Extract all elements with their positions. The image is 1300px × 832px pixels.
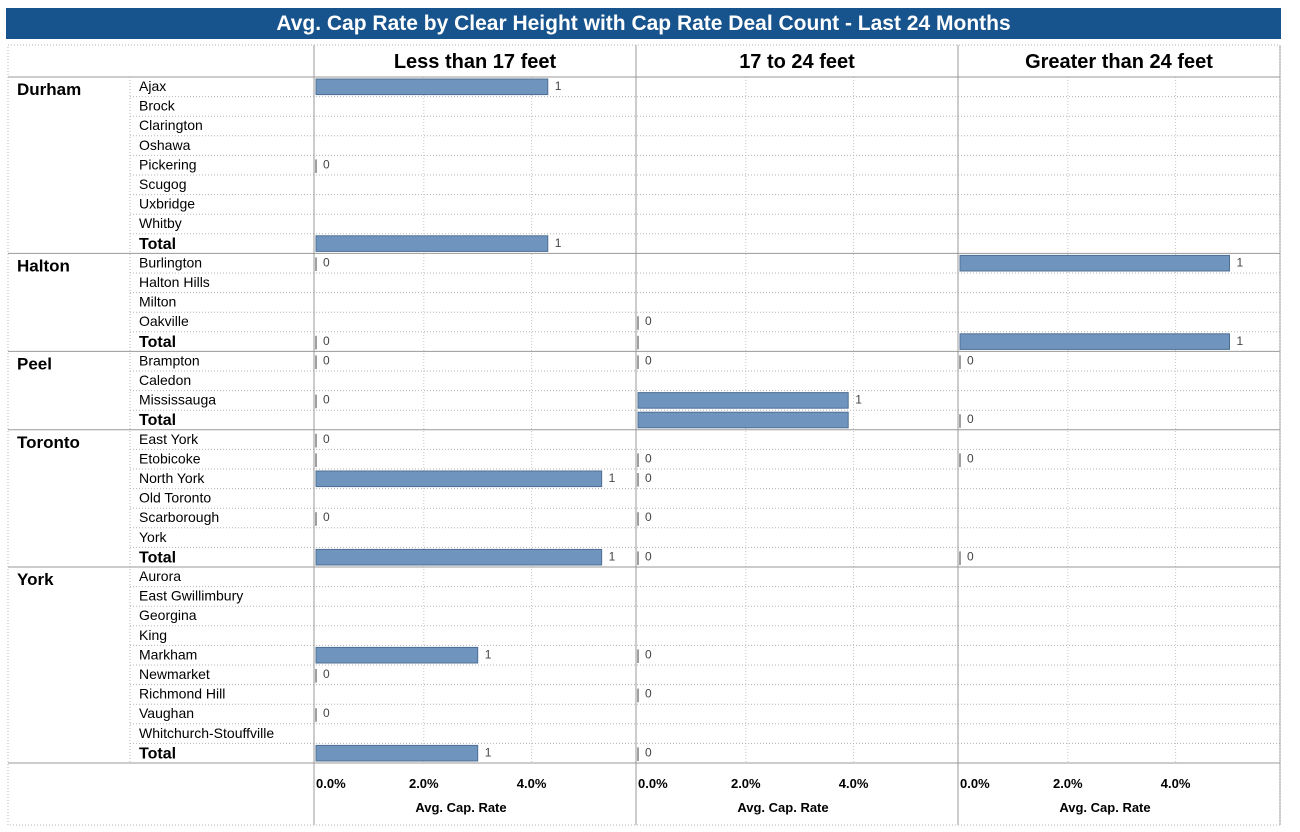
x-tick-label: 2.0% <box>731 776 761 791</box>
total-row-label: Total <box>139 334 176 351</box>
column-header: Less than 17 feet <box>394 51 557 73</box>
bar <box>315 548 603 566</box>
x-axis-label: Avg. Cap. Rate <box>1059 800 1150 815</box>
x-tick-label: 4.0% <box>839 776 869 791</box>
bar-count-label: 0 <box>645 687 652 701</box>
bar-count-label: 0 <box>323 255 330 269</box>
bar-count-label: 1 <box>1236 255 1243 269</box>
bar <box>315 235 549 252</box>
bar-count-label: 1 <box>555 236 562 250</box>
row-label: Milton <box>139 294 176 310</box>
bar-count-label: 0 <box>645 510 652 524</box>
row-label: Etobicoke <box>139 450 201 466</box>
row-label: East York <box>139 431 199 447</box>
row-label: Markham <box>139 646 197 662</box>
bar-count-label: 0 <box>645 647 652 661</box>
x-tick-label: 2.0% <box>1053 776 1083 791</box>
bar-count-label: 0 <box>967 451 974 465</box>
x-tick-label: 0.0% <box>316 776 346 791</box>
bar-count-label: 1 <box>609 549 616 563</box>
row-label: Uxbridge <box>139 196 195 212</box>
bar-count-label: 0 <box>967 412 974 426</box>
region-label: Halton <box>17 256 70 275</box>
row-label: Aurora <box>139 568 181 584</box>
bar <box>315 78 549 96</box>
bar-count-label: 0 <box>323 706 330 720</box>
total-row-label: Total <box>139 412 176 429</box>
x-tick-label: 4.0% <box>1161 776 1191 791</box>
column-header: Greater than 24 feet <box>1025 51 1213 73</box>
table-frame <box>7 44 1281 826</box>
bar-count-label: 1 <box>555 79 562 93</box>
row-label: Clarington <box>139 117 203 133</box>
bar-count-label: 0 <box>645 549 652 563</box>
row-label: Ajax <box>139 78 166 94</box>
region-label: Durham <box>17 80 81 99</box>
row-label: Vaughan <box>139 705 194 721</box>
row-label: North York <box>139 470 205 486</box>
bar-count-label: 0 <box>645 353 652 367</box>
bar-count-label: 0 <box>323 334 330 348</box>
region-label: Toronto <box>17 433 80 452</box>
row-label: York <box>139 529 168 545</box>
bar <box>959 333 1230 350</box>
bar-count-label: 0 <box>645 471 652 485</box>
row-label: Newmarket <box>139 666 210 682</box>
bar <box>637 392 849 409</box>
row-label: Oakville <box>139 313 189 329</box>
bar <box>315 744 479 762</box>
total-row-label: Total <box>139 549 176 566</box>
total-row-label: Total <box>139 745 176 762</box>
row-label: Mississauga <box>139 392 216 408</box>
row-label: Oshawa <box>139 137 191 153</box>
region-label: Peel <box>17 354 52 373</box>
bar-count-label: 0 <box>323 393 330 407</box>
region-label: York <box>17 570 54 589</box>
row-label: Halton Hills <box>139 274 210 290</box>
row-label: Pickering <box>139 156 197 172</box>
bar <box>315 470 603 488</box>
bar-count-label: 1 <box>485 745 492 759</box>
bar-count-label: 1 <box>1236 334 1243 348</box>
bar-count-label: 0 <box>645 451 652 465</box>
bar <box>959 254 1230 272</box>
row-label: East Gwillimbury <box>139 588 243 604</box>
x-axis-label: Avg. Cap. Rate <box>737 800 828 815</box>
row-label: Burlington <box>139 254 202 270</box>
x-tick-label: 0.0% <box>960 776 990 791</box>
row-label: Georgina <box>139 607 197 623</box>
bar-count-label: 0 <box>645 314 652 328</box>
row-label: King <box>139 627 167 643</box>
x-tick-label: 0.0% <box>638 776 668 791</box>
row-label: Richmond Hill <box>139 686 225 702</box>
bar-count-label: 0 <box>323 510 330 524</box>
bar-count-label: 1 <box>855 393 862 407</box>
total-row-label: Total <box>139 236 176 253</box>
bar <box>637 411 849 429</box>
row-label: Brock <box>139 98 176 114</box>
bar-count-label: 0 <box>967 353 974 367</box>
x-tick-label: 2.0% <box>409 776 439 791</box>
row-label: Old Toronto <box>139 490 211 506</box>
bar-count-label: 0 <box>645 745 652 759</box>
row-label: Scarborough <box>139 509 219 525</box>
row-label: Caledon <box>139 372 191 388</box>
x-axis-label: Avg. Cap. Rate <box>415 800 506 815</box>
row-label: Scugog <box>139 176 186 192</box>
x-tick-label: 4.0% <box>517 776 547 791</box>
row-label: Whitby <box>139 215 182 231</box>
bar-count-label: 0 <box>323 157 330 171</box>
bar-count-label: 1 <box>609 471 616 485</box>
row-label: Whitchurch-Stouffville <box>139 725 274 741</box>
bar-count-label: 0 <box>323 432 330 446</box>
bar-count-label: 1 <box>485 647 492 661</box>
bar-count-label: 0 <box>967 549 974 563</box>
chart-title: Avg. Cap Rate by Clear Height with Cap R… <box>6 8 1281 39</box>
column-header: 17 to 24 feet <box>739 51 855 73</box>
row-label: Brampton <box>139 352 200 368</box>
bar-count-label: 0 <box>323 667 330 681</box>
bar <box>315 646 479 664</box>
bar-count-label: 0 <box>323 353 330 367</box>
